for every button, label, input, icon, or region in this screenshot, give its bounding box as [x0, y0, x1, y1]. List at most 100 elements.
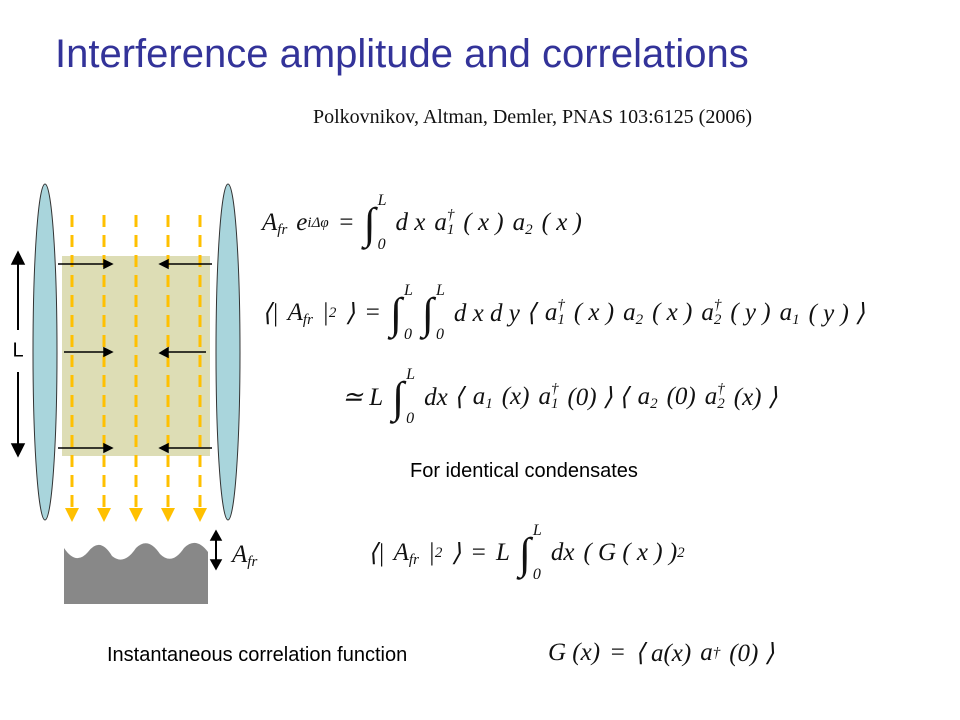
math-term: | 2: [322, 299, 336, 327]
lower-limit: 0: [406, 410, 415, 427]
superscript: iΔφ: [307, 214, 329, 231]
math-text: =: [609, 639, 626, 666]
superscript: †: [557, 297, 565, 313]
scripts: † 1: [557, 298, 565, 328]
superscript: 2: [434, 544, 443, 561]
integral-sign: ∫: [363, 198, 376, 248]
scripts: 2: [525, 208, 533, 238]
math-term: ∫ L 0: [364, 192, 387, 254]
math-text: =: [470, 539, 487, 566]
subscript: fr: [247, 554, 258, 570]
scripts: fr: [277, 208, 287, 238]
math-term: ∫ L 0: [392, 366, 415, 428]
math-base: A: [232, 541, 248, 568]
math-term: | 2: [428, 539, 442, 567]
math-text: (x) ⟩: [733, 384, 778, 411]
math-base: a: [704, 383, 718, 410]
math-base: ( G ( x ) ): [583, 539, 678, 566]
scripts: fr: [409, 538, 419, 568]
subscript: 2: [650, 396, 658, 412]
math-text: =: [364, 299, 381, 326]
scripts: † 2: [717, 382, 725, 412]
math-text: ( x ): [541, 209, 582, 236]
integral-sign: ∫: [389, 288, 403, 338]
math-text: dx ⟨: [424, 384, 464, 411]
lower-limit: 0: [435, 326, 444, 343]
scripts: † 2: [714, 298, 722, 328]
citation: Polkovnikov, Altman, Demler, PNAS 103:61…: [313, 106, 753, 128]
scripts: iΔφ: [307, 214, 329, 231]
math-term: a †: [700, 639, 720, 667]
spacer: [303, 298, 313, 313]
subscript: 2: [525, 222, 533, 238]
scripts: 2: [328, 304, 337, 321]
integral-sign: ∫: [518, 528, 531, 578]
math-text: (0): [666, 383, 696, 410]
math-text: ( y ): [730, 299, 771, 326]
math-text: ( y ) ⟩: [808, 300, 865, 327]
math-base: a: [779, 299, 793, 326]
subscript: fr: [277, 222, 288, 238]
integral-sign: ∫: [421, 288, 434, 338]
subscript: 2: [713, 312, 722, 328]
superscript: 2: [328, 304, 337, 321]
superscript: †: [550, 381, 559, 397]
condensate-1: [32, 183, 58, 521]
spacer: [525, 208, 533, 223]
spacer: [792, 298, 800, 313]
math-base: a: [538, 383, 551, 410]
math-term: ∫ L 0: [422, 282, 445, 344]
math-base: a: [472, 383, 486, 410]
math-text: L: [495, 539, 510, 566]
math-text: dx: [550, 539, 575, 566]
scripts: 2: [650, 382, 658, 412]
interference-pattern: [64, 542, 208, 604]
math-text: ⟨ a(x): [634, 640, 692, 667]
math-base: A: [393, 539, 409, 566]
math-base: a: [700, 639, 713, 666]
math-text: ⟩: [451, 540, 462, 567]
scripts: 1: [792, 298, 800, 328]
upper-limit: L: [435, 282, 445, 299]
upper-limit: L: [377, 192, 387, 209]
math-base: |: [427, 539, 435, 566]
math-base: a: [701, 299, 714, 326]
scripts: † 1: [447, 208, 455, 238]
lower-limit: 0: [377, 236, 386, 253]
math-term: ( G ( x ) ) 2: [583, 539, 684, 567]
math-term: ∫ L 0: [519, 522, 542, 584]
scripts: fr: [303, 298, 313, 328]
math-term: a † 2: [701, 298, 721, 328]
lower-limit: 0: [532, 566, 541, 583]
math-base: a: [434, 209, 447, 236]
superscript: †: [717, 381, 725, 397]
math-text: d x: [395, 209, 426, 236]
math-term: a † 2: [705, 382, 725, 412]
math-text: ⟩: [345, 300, 356, 327]
integral-sign: ∫: [392, 372, 405, 422]
subscript: fr: [302, 312, 313, 328]
math-base: |: [321, 299, 329, 326]
math-term: e iΔφ: [296, 209, 328, 237]
spacer: [409, 538, 419, 553]
math-base: a: [512, 209, 526, 236]
spacer: [650, 382, 658, 397]
math-text: ( x ): [463, 209, 504, 236]
equation: G (x) = ⟨ a(x) a † (0) ⟩: [548, 638, 774, 668]
subscript: 2: [717, 396, 725, 412]
upper-limit: L: [406, 366, 416, 383]
math-text: ( x ): [652, 299, 693, 326]
